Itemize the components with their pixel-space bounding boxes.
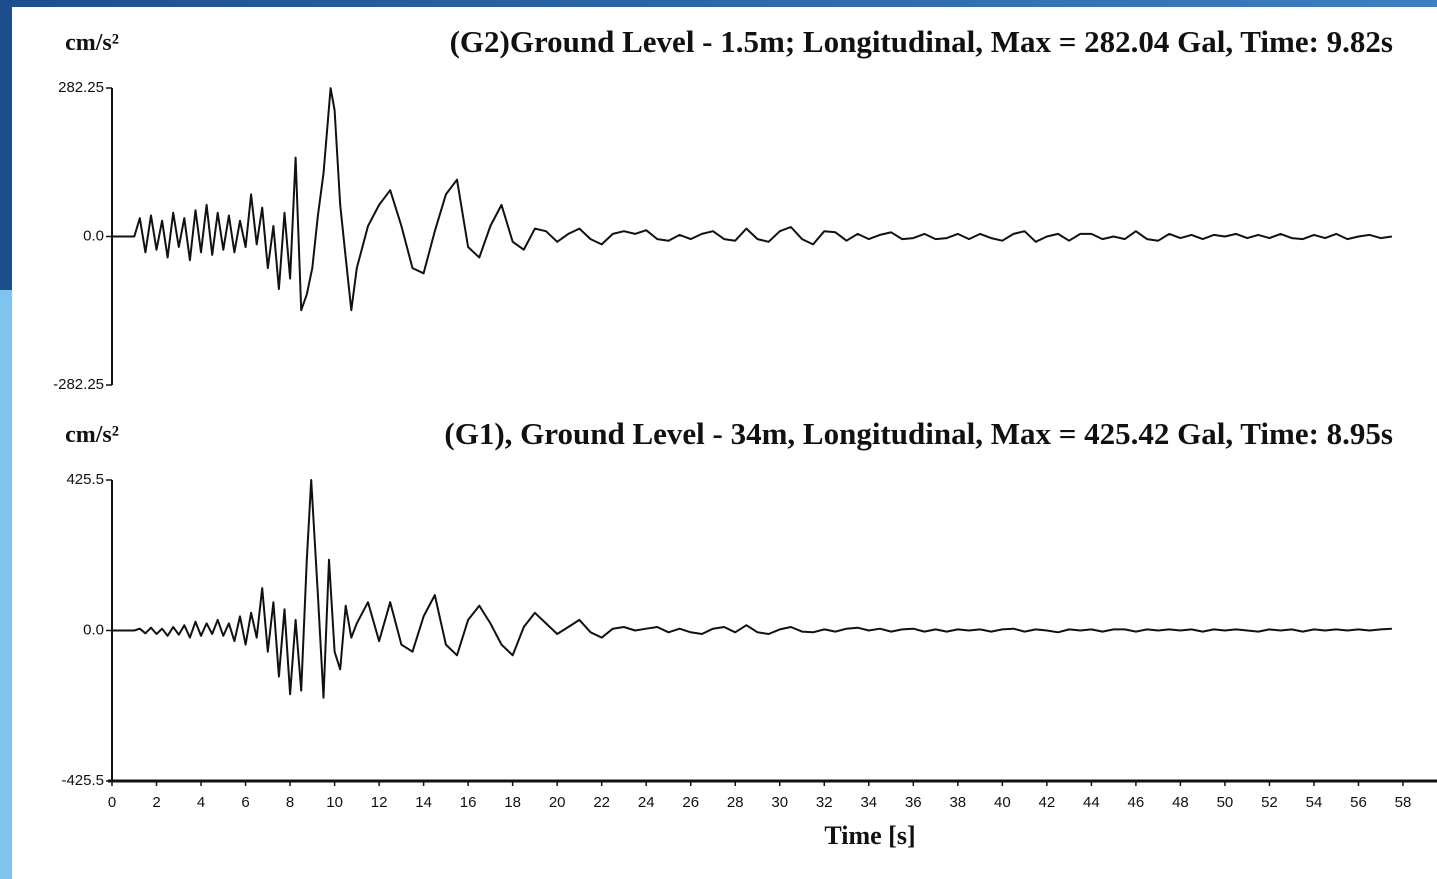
waveform [112,87,1393,312]
x-tick-label: 28 [727,794,744,811]
y-axis-label: cm/s² [65,30,119,56]
x-tick-label: 0 [108,794,116,811]
x-tick-label: 52 [1261,794,1278,811]
x-tick-label: 30 [771,794,788,811]
x-tick-label: 20 [549,794,566,811]
x-tick-label: 46 [1128,794,1145,811]
x-tick-label: 54 [1306,794,1323,811]
x-tick-label: 44 [1083,794,1100,811]
y-tick-label: 425.5 [66,471,104,488]
x-tick-label: 48 [1172,794,1189,811]
y-tick-label: 0.0 [83,227,104,244]
x-tick-label: 34 [860,794,877,811]
x-tick-label: 56 [1350,794,1367,811]
x-tick-label: 18 [504,794,521,811]
y-tick-label: 0.0 [83,621,104,638]
x-tick-label: 40 [994,794,1011,811]
side-band-light [0,290,12,879]
side-band-dark [0,0,12,290]
x-tick-label: 2 [152,794,160,811]
y-tick-label: -282.25 [53,376,104,393]
x-tick-label: 4 [197,794,205,811]
y-tick-label: -425.5 [61,772,104,789]
x-tick-label: 22 [593,794,610,811]
x-tick-label: 36 [905,794,922,811]
x-tick-label: 16 [460,794,477,811]
x-tick-label: 12 [371,794,388,811]
x-tick-label: 42 [1039,794,1056,811]
x-tick-label: 26 [682,794,699,811]
x-tick-label: 6 [241,794,249,811]
x-tick-label: 14 [415,794,432,811]
x-tick-label: 38 [949,794,966,811]
y-axis-label: cm/s² [65,422,119,448]
chart-title: (G2)Ground Level - 1.5m; Longitudinal, M… [450,24,1393,59]
x-tick-label: 24 [638,794,655,811]
waveform [112,479,1392,699]
x-tick-label: 10 [326,794,343,811]
x-tick-label: 32 [816,794,833,811]
plot-area: (G2)Ground Level - 1.5m; Longitudinal, M… [53,24,1437,850]
y-tick-label: 282.25 [58,79,104,96]
x-axis-label: Time [s] [824,821,915,850]
x-tick-label: 50 [1217,794,1234,811]
chart-title: (G1), Ground Level - 34m, Longitudinal, … [444,416,1393,451]
top-band [0,0,1437,7]
x-tick-label: 58 [1395,794,1412,811]
x-tick-label: 8 [286,794,294,811]
